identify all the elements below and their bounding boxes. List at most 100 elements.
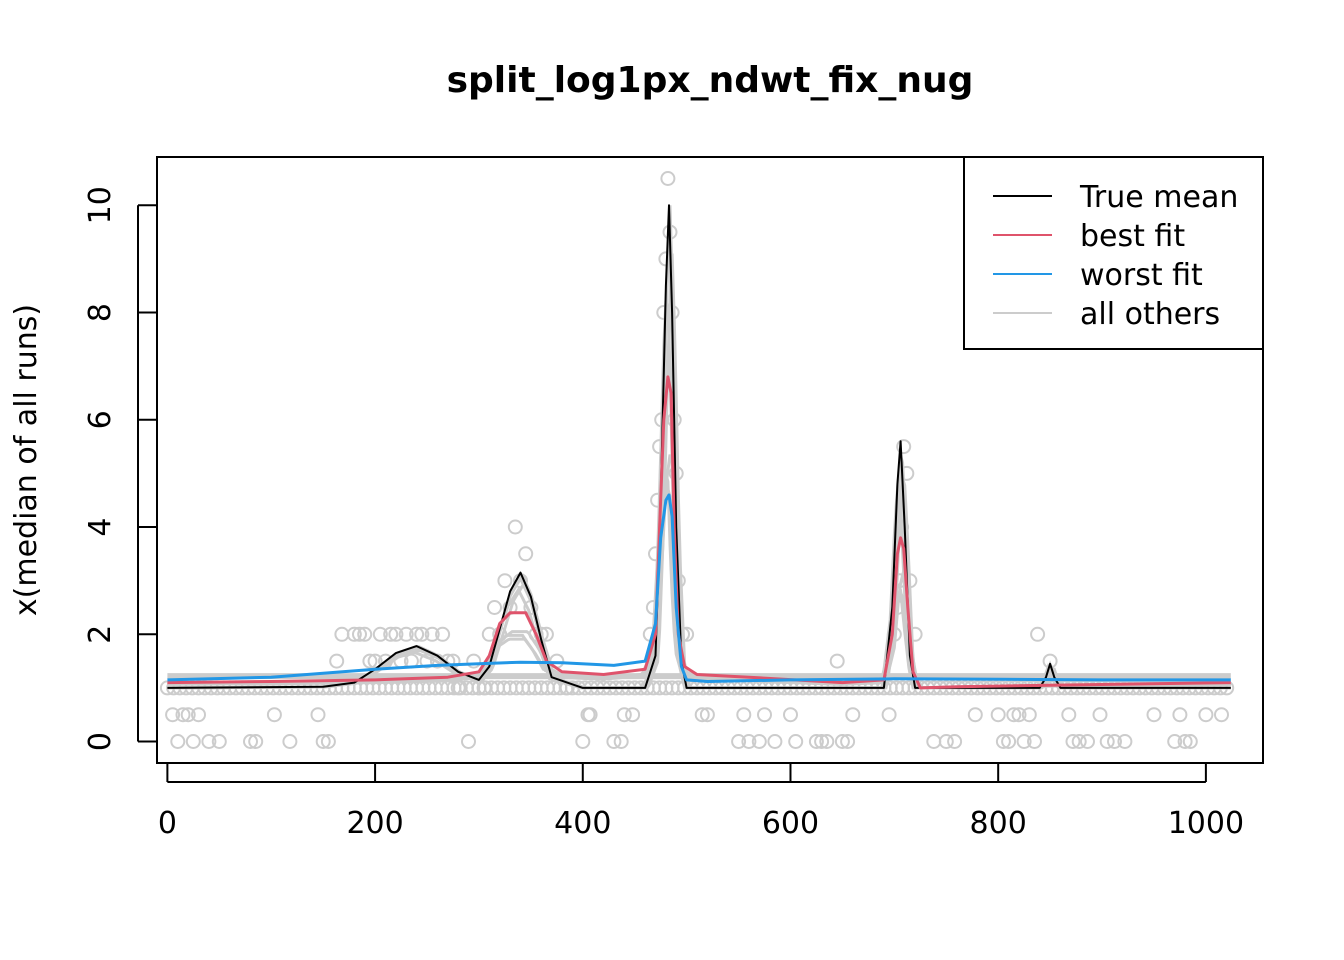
data-point (1177, 734, 1193, 749)
data-point (1016, 734, 1032, 749)
data-point (352, 626, 367, 642)
data-point (528, 626, 544, 642)
x-tick-label: 800 (970, 806, 1027, 841)
legend-label: worst fit (1080, 258, 1203, 293)
data-point (372, 626, 388, 642)
data-point (613, 734, 629, 749)
data-point (383, 626, 399, 642)
other-run-line (167, 300, 1231, 690)
data-point (757, 707, 772, 723)
data-point (1146, 707, 1162, 723)
y-tick-label: 10 (83, 186, 118, 224)
data-point (788, 734, 804, 749)
other-run-line (167, 469, 1231, 690)
data-point (1027, 734, 1042, 749)
series-line-best-fit (167, 375, 1231, 690)
series-lines (167, 204, 1231, 690)
data-point (1065, 734, 1081, 749)
data-point (699, 707, 715, 723)
data-point (414, 626, 430, 642)
data-point (201, 734, 217, 749)
data-point (736, 707, 752, 723)
data-point (1117, 734, 1133, 749)
data-point (185, 734, 201, 749)
data-point (582, 707, 598, 723)
data-point (731, 734, 747, 749)
y-tick-label: 2 (83, 625, 118, 644)
y-tick-label: 4 (83, 517, 118, 536)
data-point (315, 734, 331, 749)
data-point (165, 707, 181, 723)
data-point (575, 734, 591, 749)
y-tick-label: 8 (83, 303, 118, 322)
data-point (1182, 734, 1198, 749)
data-point (1030, 626, 1046, 642)
data-point (1011, 707, 1027, 723)
data-point (767, 734, 783, 749)
data-point (938, 734, 954, 749)
data-point (660, 171, 676, 186)
data-point (398, 626, 414, 642)
legend-box (963, 156, 1264, 350)
data-point (995, 734, 1011, 749)
data-point (625, 707, 641, 723)
data-point (362, 653, 378, 669)
other-run-line (167, 454, 1231, 690)
data-point (1092, 707, 1108, 723)
data-point (899, 465, 915, 481)
data-point (814, 734, 830, 749)
data-point (1071, 734, 1087, 749)
x-tick-label: 1000 (1168, 806, 1244, 841)
y-tick-label: 6 (83, 410, 118, 429)
data-point (889, 600, 905, 615)
data-point (440, 653, 456, 669)
data-point (808, 734, 824, 749)
data-point (507, 519, 523, 535)
data-point (1061, 707, 1077, 723)
data-point (497, 573, 513, 589)
data-point (320, 734, 336, 749)
data-point (1042, 653, 1058, 669)
data-point (367, 653, 383, 669)
data-point (1006, 707, 1022, 723)
data-point (1214, 707, 1229, 723)
data-point (1080, 734, 1095, 749)
data-point (248, 734, 264, 749)
data-point (886, 626, 902, 642)
data-point (1198, 707, 1214, 723)
data-point (606, 734, 622, 749)
y-axis-label: x(median of all runs) (9, 304, 44, 616)
data-point (266, 707, 282, 723)
data-point (346, 626, 362, 642)
legend-label: all others (1080, 297, 1220, 332)
data-point (656, 305, 672, 320)
data-point (648, 546, 663, 562)
data-point (881, 707, 897, 723)
x-tick-label: 0 (158, 806, 177, 841)
other-run-line (167, 485, 1231, 690)
data-point (334, 626, 350, 642)
data-point (424, 626, 440, 642)
data-point (645, 600, 661, 615)
y-tick-label: 0 (83, 732, 118, 751)
series-line-worst-fit (167, 493, 1231, 683)
axes: 0 200 400 600 800 1000 0 2 4 6 8 10 (83, 186, 1244, 841)
data-point (967, 707, 983, 723)
data-point (487, 600, 502, 615)
data-point (419, 653, 435, 669)
data-point (741, 734, 757, 749)
data-point (834, 734, 850, 749)
data-point (170, 734, 186, 749)
data-point (243, 734, 258, 749)
data-point (409, 626, 425, 642)
data-point (357, 626, 373, 642)
data-point (990, 707, 1006, 723)
data-point (1172, 707, 1188, 723)
data-point (926, 734, 942, 749)
data-point (1167, 734, 1183, 749)
plot-frame (156, 156, 1264, 764)
data-point (652, 439, 668, 455)
data-point (435, 626, 451, 642)
data-point (461, 734, 476, 749)
